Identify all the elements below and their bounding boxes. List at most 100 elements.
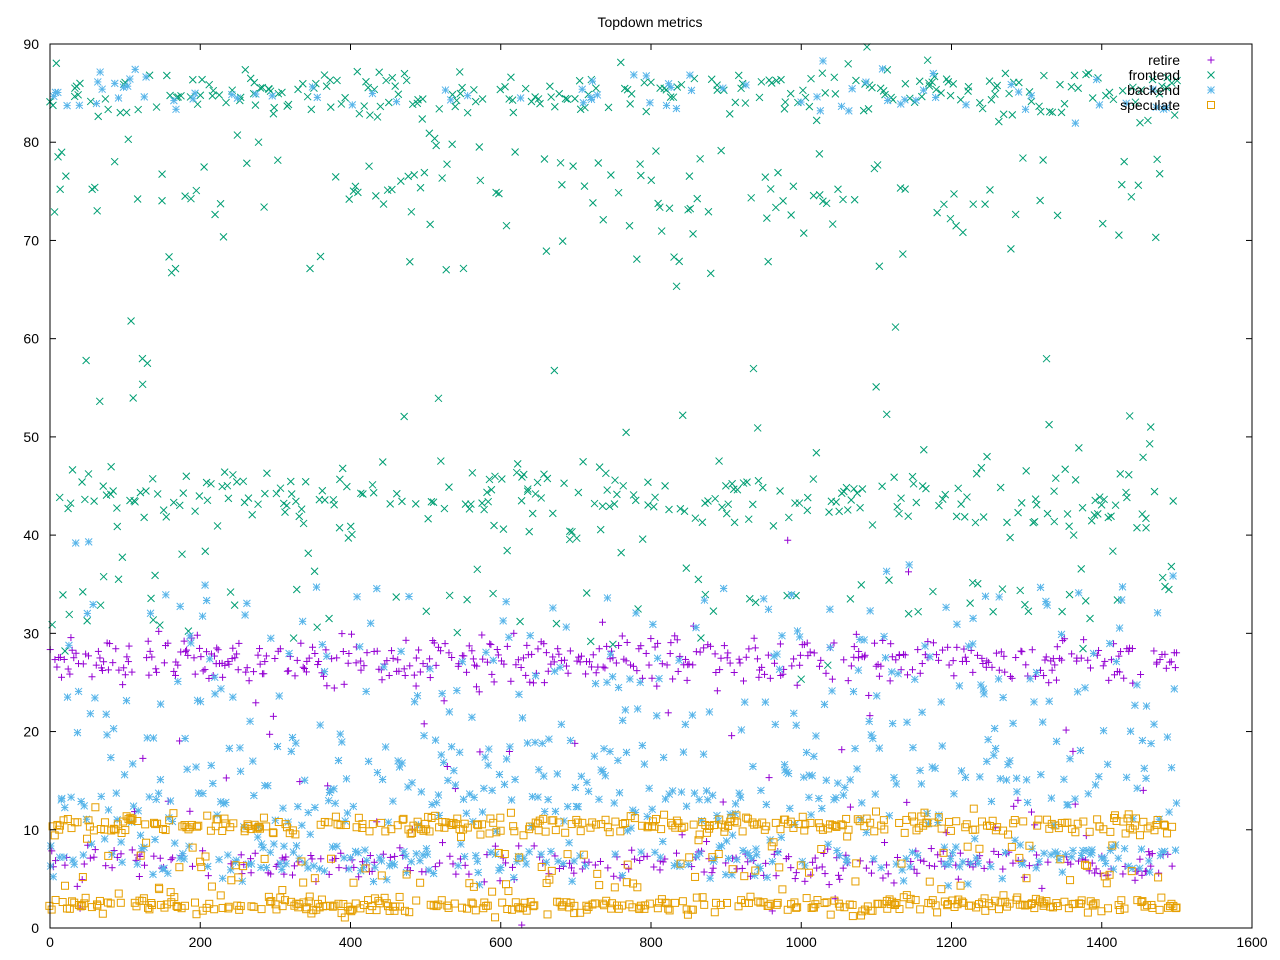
data-point <box>159 506 168 514</box>
data-point <box>810 649 818 657</box>
data-point <box>1053 643 1061 651</box>
data-point <box>669 675 677 683</box>
data-point <box>571 783 580 792</box>
data-point <box>54 152 62 161</box>
data-point <box>90 853 98 861</box>
data-point <box>920 857 928 865</box>
data-point <box>544 795 552 804</box>
data-point <box>402 636 410 644</box>
data-point <box>218 874 227 883</box>
data-point <box>140 513 148 522</box>
data-point <box>216 199 225 208</box>
data-point <box>90 497 98 506</box>
data-point <box>1071 119 1080 128</box>
data-point <box>488 670 496 678</box>
data-point <box>342 774 351 783</box>
data-point <box>261 658 269 666</box>
data-point <box>1096 870 1104 878</box>
data-point <box>213 644 221 652</box>
data-point <box>484 761 492 770</box>
data-point <box>805 793 813 802</box>
data-point <box>949 657 957 665</box>
data-point <box>950 789 958 798</box>
data-point <box>1162 664 1170 672</box>
data-point <box>709 864 717 872</box>
data-point <box>205 655 214 663</box>
data-point <box>1116 668 1124 676</box>
data-point <box>106 490 115 499</box>
data-point <box>340 854 348 862</box>
data-point <box>241 65 250 74</box>
y-tick-label: 10 <box>23 822 39 838</box>
data-point <box>528 650 536 658</box>
data-point <box>538 739 547 748</box>
data-point <box>688 711 697 719</box>
data-point <box>110 79 119 88</box>
data-point <box>793 681 801 689</box>
data-point <box>1042 653 1050 661</box>
data-point <box>623 638 631 646</box>
data-point <box>83 616 91 625</box>
data-point <box>772 872 780 880</box>
data-point <box>1145 857 1153 865</box>
data-point <box>65 610 74 619</box>
data-point <box>251 101 260 110</box>
data-point <box>149 616 158 624</box>
data-point <box>651 643 659 651</box>
data-point <box>656 866 664 874</box>
data-point <box>1086 664 1094 672</box>
data-point <box>515 842 523 850</box>
data-point <box>860 653 868 661</box>
data-point <box>52 59 61 68</box>
data-point <box>323 682 331 690</box>
data-point <box>1007 80 1016 89</box>
data-point <box>112 789 121 797</box>
data-point <box>224 494 233 503</box>
data-point <box>193 100 202 109</box>
data-point <box>1064 858 1072 866</box>
data-point <box>601 771 610 780</box>
data-point <box>143 654 151 662</box>
data-point <box>736 659 744 667</box>
data-point <box>426 655 434 663</box>
data-point <box>481 753 490 761</box>
data-point <box>1168 862 1176 870</box>
data-point <box>696 648 704 656</box>
data-point <box>86 709 95 718</box>
data-point <box>379 663 388 671</box>
data-point <box>1140 764 1149 773</box>
data-point <box>67 634 75 642</box>
data-point <box>348 630 356 638</box>
data-point <box>1145 868 1154 877</box>
data-point <box>518 921 526 929</box>
data-point <box>1022 775 1031 784</box>
data-point <box>603 594 612 602</box>
data-point <box>198 75 206 84</box>
data-point <box>502 859 510 867</box>
data-point <box>153 490 162 498</box>
data-point <box>778 631 786 640</box>
data-point <box>151 571 159 580</box>
data-point <box>1167 763 1176 772</box>
data-point <box>1069 747 1077 755</box>
data-point <box>564 669 572 677</box>
data-point <box>339 648 347 656</box>
data-point <box>844 677 852 685</box>
data-point <box>263 781 272 790</box>
data-point <box>812 732 820 740</box>
data-point <box>838 746 846 754</box>
data-point <box>447 742 456 751</box>
data-point <box>182 472 191 481</box>
data-point <box>1092 75 1101 84</box>
data-point <box>1128 864 1137 873</box>
data-point <box>550 667 559 676</box>
data-point <box>215 855 223 864</box>
data-point <box>75 101 84 110</box>
data-point <box>868 734 877 743</box>
data-point <box>703 838 711 846</box>
data-point <box>682 802 691 811</box>
data-point <box>1126 644 1134 652</box>
data-point <box>700 868 708 876</box>
data-point <box>102 862 110 870</box>
